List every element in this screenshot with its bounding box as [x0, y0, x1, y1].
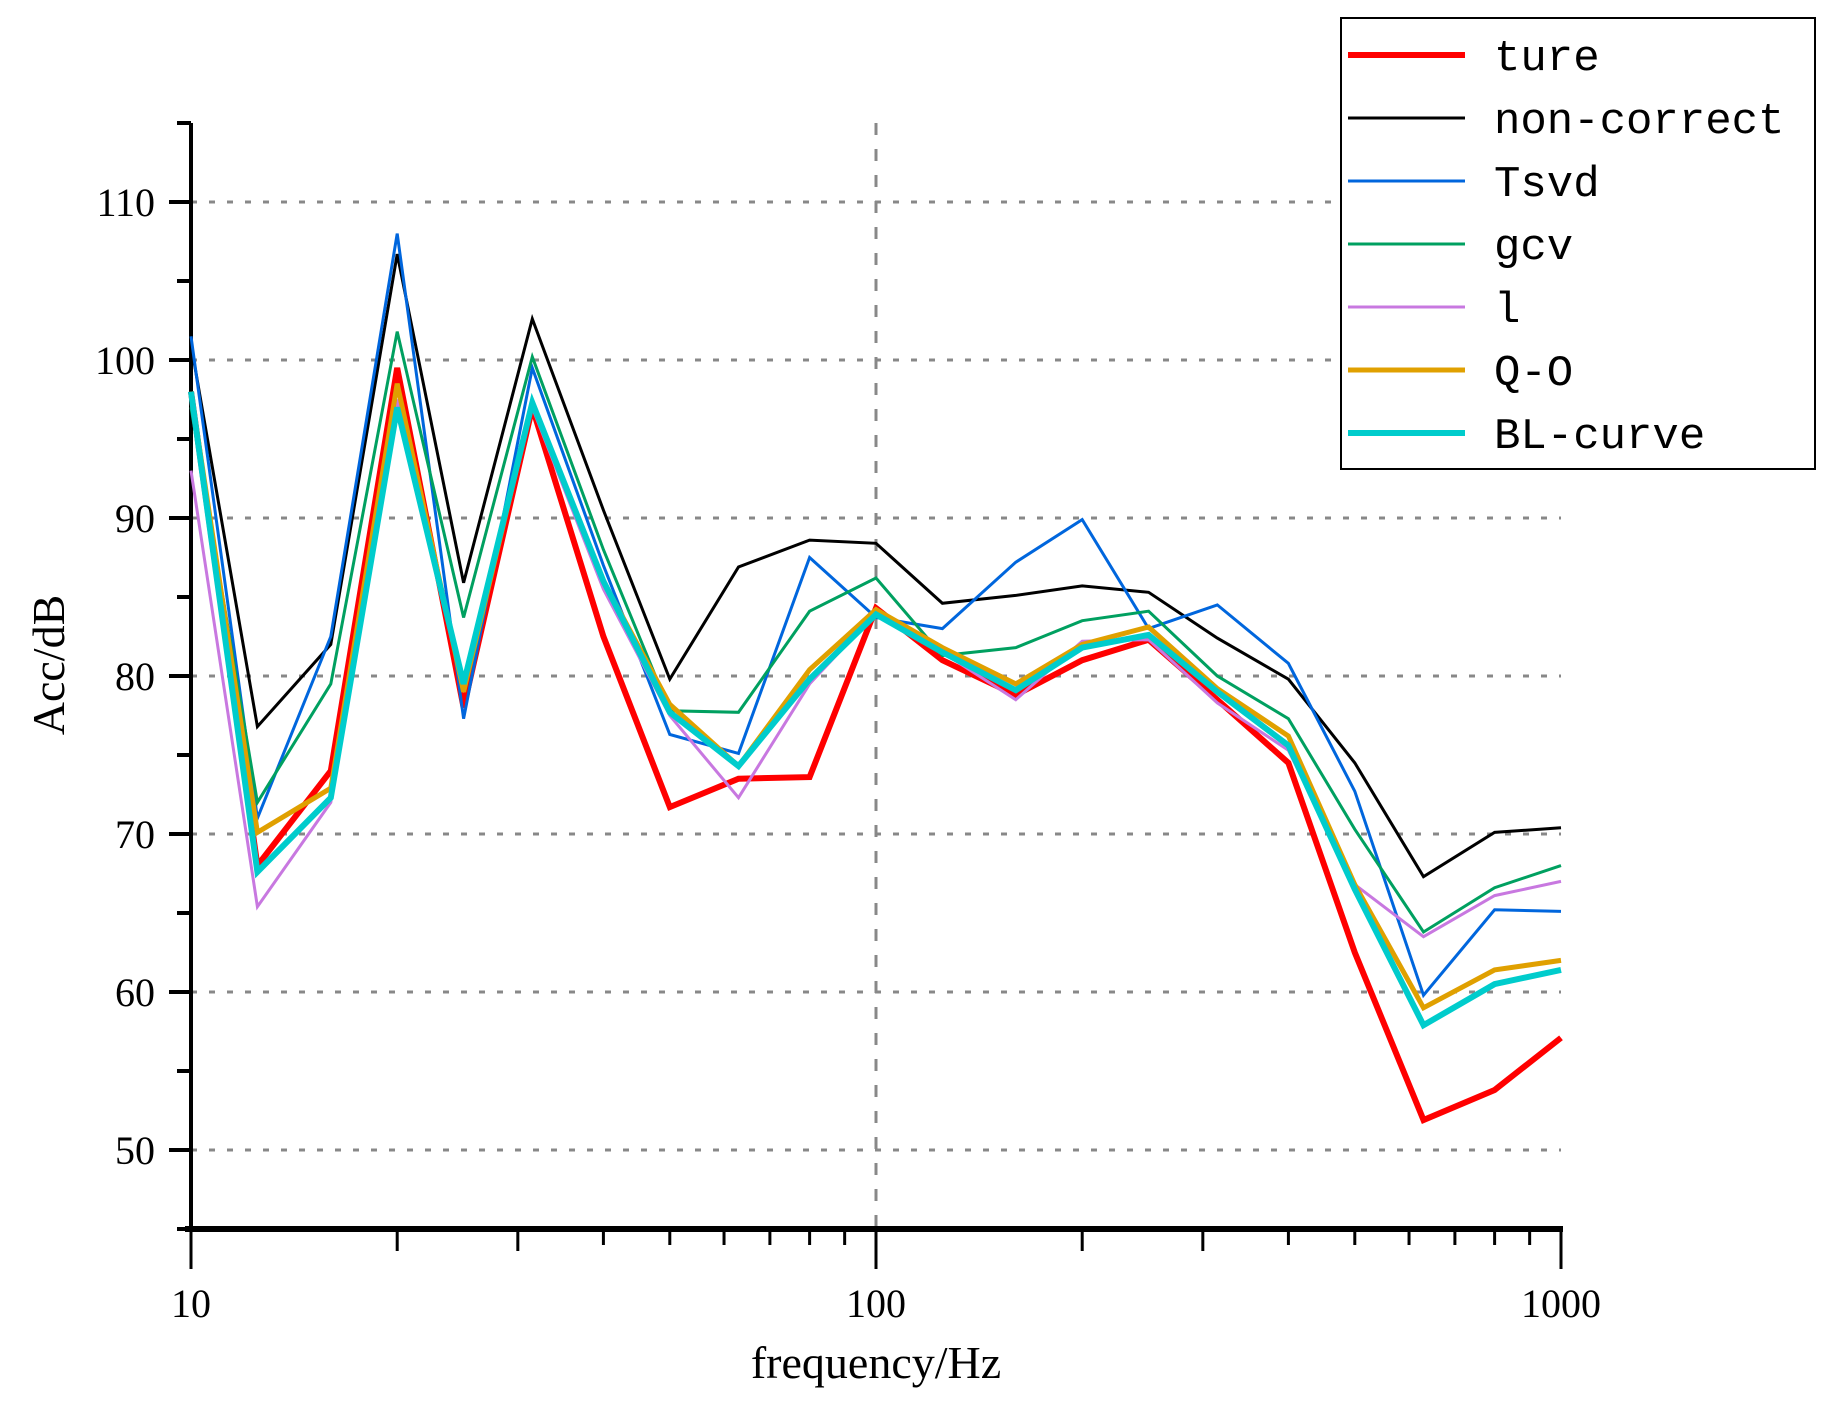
- y-tick-label: 80: [115, 654, 155, 699]
- legend-label: l: [1494, 286, 1520, 336]
- series-lines: [188, 233, 1563, 1124]
- axes: 50 60 70 80 90 100 110 10 100 1000: [95, 121, 1601, 1326]
- y-tick-label: 60: [115, 970, 155, 1015]
- x-axis-title: frequency/Hz: [751, 1337, 1001, 1388]
- y-tick-label: 110: [96, 180, 155, 225]
- y-tick-label: 90: [115, 496, 155, 541]
- y-tick-label: 70: [115, 812, 155, 857]
- y-tick-label: 50: [115, 1128, 155, 1173]
- legend-label: Tsvd: [1494, 160, 1600, 210]
- legend-label: ture: [1494, 34, 1600, 84]
- legend-label: gcv: [1494, 223, 1573, 273]
- series-line-bl-curve: [188, 391, 1562, 1030]
- y-tick-label: 100: [95, 338, 155, 383]
- grid: [191, 123, 1561, 1229]
- x-tick-label: 100: [846, 1281, 906, 1326]
- series-line-gcv: [189, 331, 1562, 935]
- legend-label: BL-curve: [1494, 412, 1705, 462]
- series-line-non-correct: [189, 253, 1562, 879]
- legend-label: Q-O: [1494, 349, 1573, 399]
- x-tick-label: 1000: [1521, 1281, 1601, 1326]
- y-axis-title: Acc/dB: [23, 595, 74, 736]
- legend: ture non-correct Tsvd gcv l Q-O BL-curve: [1340, 17, 1816, 470]
- legend-label: non-correct: [1494, 97, 1784, 147]
- x-tick-label: 10: [171, 1281, 211, 1326]
